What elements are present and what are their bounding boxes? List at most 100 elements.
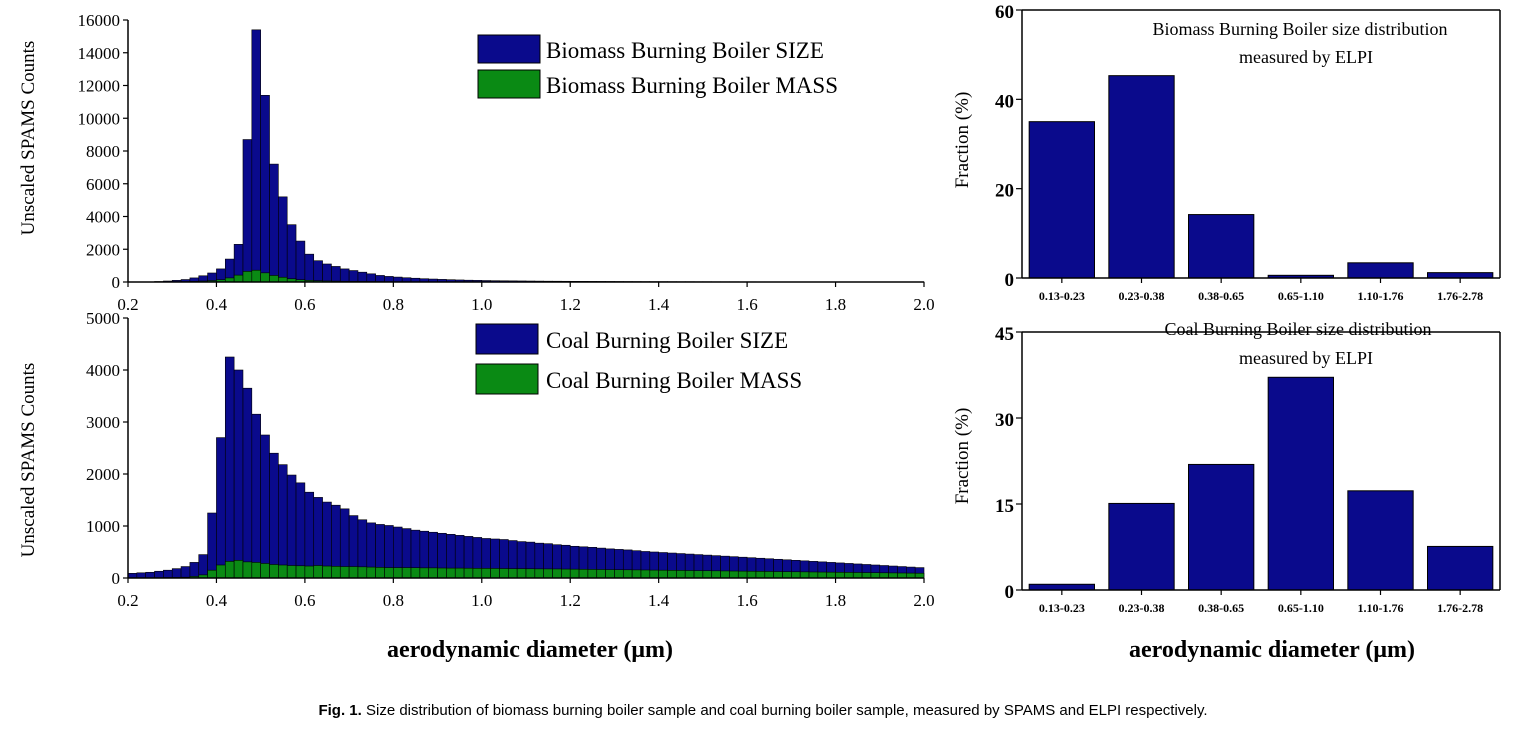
mass-bar	[313, 565, 323, 579]
mass-bar	[286, 565, 297, 579]
mass-bar	[631, 569, 642, 579]
mass-bar	[755, 571, 766, 579]
x-tick-label: 2.0	[913, 591, 934, 610]
y-tick-label: 15	[995, 496, 1014, 517]
mass-bar	[393, 567, 403, 579]
mass-bar	[658, 569, 668, 579]
category-label: 0.65-1.10	[1278, 601, 1324, 615]
size-bar	[348, 270, 359, 283]
x-tick-label: 0.2	[117, 295, 138, 314]
size-bar	[136, 572, 146, 579]
fraction-bar	[1028, 583, 1096, 591]
mass-bar	[746, 570, 757, 579]
x-tick-label: 0.8	[383, 591, 404, 610]
biomass-elpi-title: Biomass Burning Boiler size distribution	[1153, 19, 1448, 39]
mass-bar	[587, 569, 598, 579]
x-tick-label: 1.6	[736, 295, 757, 314]
mass-bar	[888, 572, 898, 579]
size-bar	[278, 464, 288, 579]
mass-bar	[446, 567, 456, 579]
size-bar	[339, 268, 350, 283]
x-tick-label: 0.6	[294, 591, 315, 610]
mass-bar	[552, 568, 562, 579]
mass-bar	[269, 564, 279, 579]
y-tick-label: 4000	[86, 361, 120, 380]
size-bar	[269, 163, 279, 283]
size-bar	[286, 474, 297, 579]
fraction-bar	[1028, 121, 1096, 279]
y-tick-label: 6000	[86, 175, 120, 194]
mass-bar	[534, 568, 544, 579]
size-bar	[216, 437, 226, 579]
size-bar	[304, 491, 315, 579]
category-label: 0.38-0.65	[1198, 289, 1244, 303]
mass-bar	[366, 566, 376, 579]
size-bar	[357, 271, 368, 283]
size-bar	[278, 196, 288, 283]
mass-bar	[720, 570, 730, 579]
legend-swatch-size	[475, 323, 539, 355]
mass-bar	[331, 565, 341, 579]
mass-bar	[322, 565, 332, 579]
mass-bar	[799, 571, 810, 579]
mass-bar	[251, 562, 261, 579]
size-bar	[295, 240, 306, 283]
size-bar	[207, 512, 217, 579]
category-label: 1.10-1.76	[1358, 601, 1404, 615]
size-bar	[322, 263, 332, 283]
mass-bar	[649, 569, 659, 579]
legend-label-coal-size: Coal Burning Boiler SIZE	[546, 328, 788, 353]
mass-bar	[278, 564, 288, 579]
x-tick-label: 0.4	[206, 295, 228, 314]
coal-elpi-title: Coal Burning Boiler size distribution	[1165, 319, 1432, 339]
category-label: 1.10-1.76	[1358, 289, 1404, 303]
mass-bar	[304, 565, 315, 579]
mass-bar	[419, 567, 430, 579]
size-bar	[375, 275, 385, 283]
biomass-elpi-ylabel: Fraction (%)	[952, 92, 973, 189]
mass-bar	[835, 571, 845, 579]
y-tick-label: 2000	[86, 465, 120, 484]
y-tick-label: 20	[995, 181, 1014, 202]
size-bar	[295, 482, 306, 579]
legend-swatch-mass	[475, 363, 539, 395]
category-label: 1.76-2.78	[1437, 601, 1483, 615]
legend-label-biomass-size: Biomass Burning Boiler SIZE	[546, 38, 824, 63]
y-tick-label: 3000	[86, 413, 120, 432]
y-tick-label: 0	[1005, 582, 1015, 603]
size-bar	[304, 253, 315, 283]
mass-bar	[472, 568, 483, 579]
size-bar	[269, 452, 279, 579]
mass-bar	[260, 563, 270, 579]
x-tick-label: 0.8	[383, 295, 404, 314]
mass-bar	[251, 269, 261, 283]
mass-bar	[242, 561, 253, 579]
mass-bar	[499, 568, 509, 579]
x-tick-label: 1.0	[471, 591, 492, 610]
mass-bar	[428, 567, 438, 579]
mass-bar	[578, 568, 589, 579]
fraction-bar	[1427, 272, 1494, 279]
coal-spams-xlabel: aerodynamic diameter (μm)	[387, 637, 673, 663]
biomass-legend: Biomass Burning Boiler SIZE Biomass Burn…	[477, 34, 838, 99]
category-label: 0.65-1.10	[1278, 289, 1324, 303]
category-label: 0.23-0.38	[1119, 289, 1165, 303]
y-tick-label: 4000	[86, 208, 120, 227]
x-tick-label: 1.6	[736, 591, 757, 610]
size-bar	[233, 369, 244, 579]
mass-bar	[233, 274, 244, 283]
mass-bar	[454, 567, 465, 579]
y-tick-label: 1000	[86, 517, 120, 536]
fraction-bar	[1108, 75, 1175, 279]
size-bar	[154, 570, 164, 579]
mass-bar	[826, 571, 836, 579]
mass-bar	[817, 571, 828, 579]
mass-bar	[782, 571, 792, 579]
x-tick-label: 0.2	[117, 591, 138, 610]
mass-bar	[808, 571, 819, 579]
y-tick-label: 0	[112, 569, 121, 588]
legend-label-coal-mass: Coal Burning Boiler MASS	[546, 368, 802, 393]
mass-bar	[384, 567, 394, 579]
size-bar	[145, 571, 155, 579]
y-tick-label: 40	[995, 91, 1014, 112]
